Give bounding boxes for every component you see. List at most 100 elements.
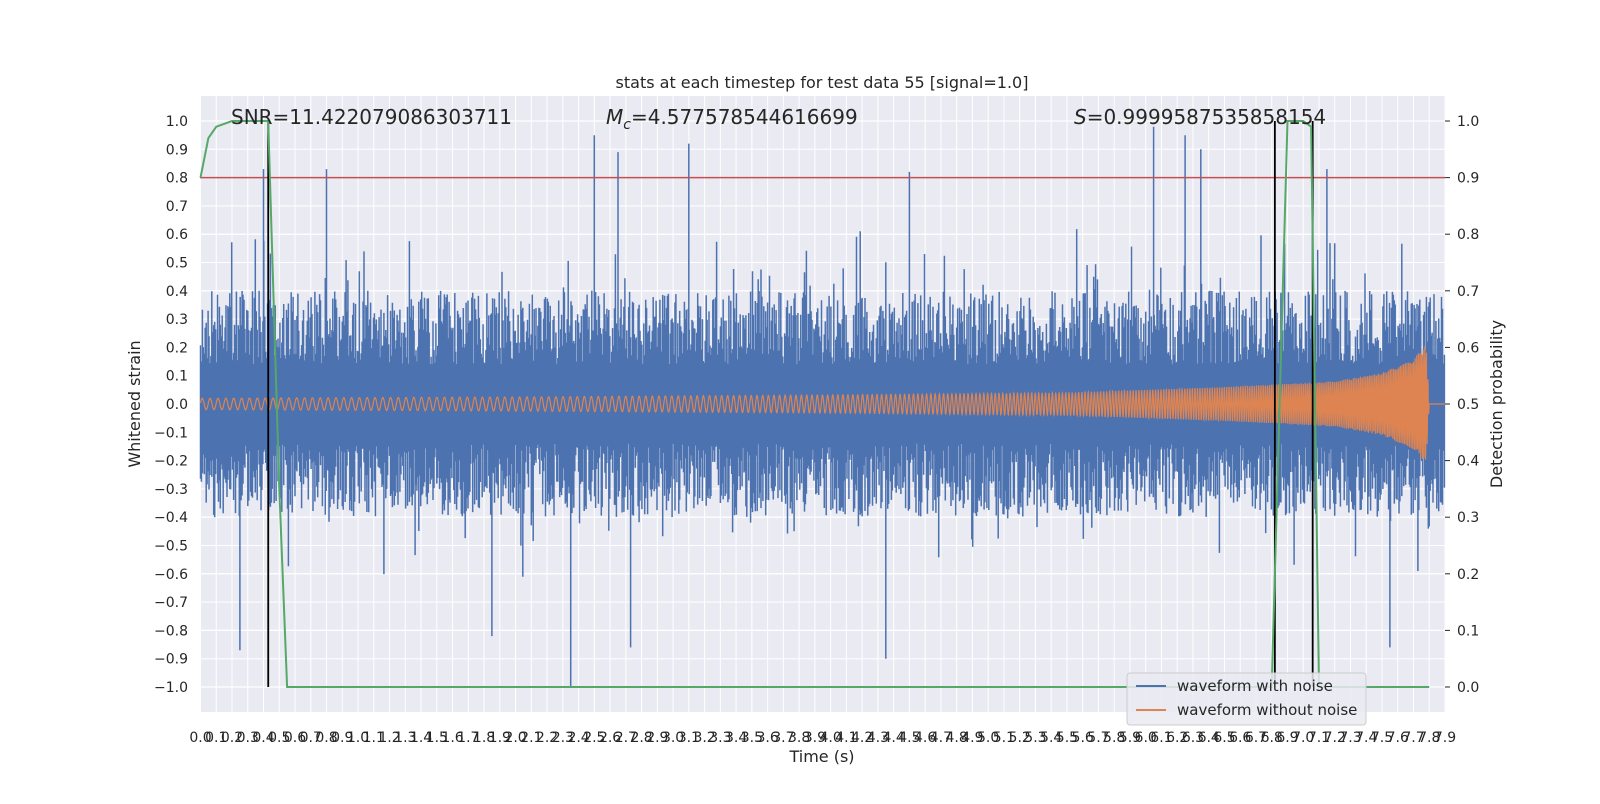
y-tick-label: −0.8 [154, 623, 188, 639]
chirp-mass-subscript: c [623, 117, 631, 133]
y-right-tick-label: 0.8 [1457, 227, 1479, 243]
x-tick-label: 1.5 [426, 730, 448, 746]
x-tick-label: 6.5 [1213, 730, 1235, 746]
y-tick-label: 0.9 [166, 142, 188, 158]
detection-probability-series [199, 120, 1430, 688]
series-group [199, 126, 1446, 687]
legend-box [1126, 672, 1367, 726]
x-tick-label: 6.6 [1229, 730, 1251, 746]
x-tick-label: 1.1 [363, 730, 385, 746]
x-tick-label: 7.2 [1324, 730, 1346, 746]
x-tick-label: 3.3 [709, 730, 731, 746]
y-tick-label: −0.9 [154, 652, 188, 668]
x-tick-label: 3.1 [678, 730, 700, 746]
chart-title: stats at each timestep for test data 55 … [616, 73, 1029, 92]
x-tick-label: 0.5 [268, 730, 290, 746]
x-tick-label: 6.0 [1135, 730, 1157, 746]
x-tick-label: 5.2 [1009, 730, 1031, 746]
x-tick-label: 5.4 [1040, 730, 1062, 746]
x-tick-label: 3.2 [693, 730, 715, 746]
x-tick-label: 5.0 [977, 730, 999, 746]
y-right-tick-label: 0.1 [1457, 623, 1479, 639]
legend-label-clean: waveform without noise [1177, 701, 1357, 719]
y-right-tick-label: 0.2 [1457, 567, 1479, 583]
y-tick-label: −0.7 [154, 595, 188, 611]
x-tick-label: 5.3 [1024, 730, 1046, 746]
x-tick-label: 2.0 [504, 730, 526, 746]
x-tick-label: 1.4 [410, 730, 432, 746]
x-tick-label: 6.1 [1150, 730, 1172, 746]
y-right-tick-label: 0.3 [1457, 510, 1479, 526]
x-tick-label: 1.9 [489, 730, 511, 746]
snr-annotation: SNR=11.422079086303711 [231, 105, 512, 129]
x-tick-label: 7.0 [1292, 730, 1314, 746]
y-tick-label: −0.4 [154, 510, 188, 526]
y-right-tick-label: 0.0 [1457, 680, 1479, 696]
x-tick-label: 2.7 [615, 730, 637, 746]
x-tick-label: 7.6 [1387, 730, 1409, 746]
y-tick-label: −1.0 [154, 680, 188, 696]
x-tick-label: 7.4 [1355, 730, 1377, 746]
x-tick-label: 2.3 [552, 730, 574, 746]
x-tick-label: 2.4 [567, 730, 589, 746]
x-tick-label: 6.4 [1198, 730, 1220, 746]
y-tick-label: 0.2 [166, 340, 188, 356]
score-value: =0.9999587535858154 [1087, 105, 1326, 129]
x-tick-label: 4.5 [898, 730, 920, 746]
y-right-tick-label: 0.5 [1457, 397, 1479, 413]
x-tick-label: 4.9 [961, 730, 983, 746]
chirp-mass-symbol: M [606, 105, 623, 129]
y-tick-label: 0.6 [166, 227, 188, 243]
x-tick-label: 6.9 [1276, 730, 1298, 746]
x-tick-label: 1.0 [347, 730, 369, 746]
y-tick-label: 1.0 [166, 114, 188, 130]
y-tick-label: 0.1 [166, 369, 188, 385]
y-tick-label: 0.5 [166, 256, 188, 272]
x-tick-label: 0.4 [252, 730, 274, 746]
x-axis-label: Time (s) [788, 747, 854, 766]
score-symbol: S [1074, 105, 1087, 129]
x-tick-label: 3.5 [741, 730, 763, 746]
x-tick-label: 2.8 [630, 730, 652, 746]
marks-group [199, 120, 1445, 688]
x-tick-label: 7.8 [1418, 730, 1440, 746]
y-tick-label: 0.3 [166, 312, 188, 328]
x-tick-label: 4.4 [883, 730, 905, 746]
x-tick-label: 1.7 [457, 730, 479, 746]
x-tick-label: 3.7 [772, 730, 794, 746]
x-tick-label: 4.7 [930, 730, 952, 746]
chirp-mass-annotation: Mc=4.577578544616699 [606, 105, 858, 133]
y-tick-label: 0.0 [166, 397, 188, 413]
y-tick-label: −0.1 [154, 425, 188, 441]
x-tick-label: 3.9 [804, 730, 826, 746]
x-tick-label: 6.7 [1245, 730, 1267, 746]
y-tick-label: 0.8 [166, 171, 188, 187]
x-tick-label: 5.9 [1119, 730, 1141, 746]
y-right-tick-label: 0.7 [1457, 284, 1479, 300]
x-tick-label: 0.3 [237, 730, 259, 746]
x-tick-label: 2.6 [599, 730, 621, 746]
x-tick-label: 4.6 [914, 730, 936, 746]
x-tick-label: 7.7 [1402, 730, 1424, 746]
x-tick-label: 6.2 [1166, 730, 1188, 746]
x-tick-label: 0.1 [205, 730, 227, 746]
x-tick-label: 3.4 [725, 730, 747, 746]
y-tick-label: −0.3 [154, 482, 188, 498]
x-tick-label: 6.8 [1261, 730, 1283, 746]
x-tick-label: 4.0 [819, 730, 841, 746]
x-tick-label: 4.1 [835, 730, 857, 746]
score-annotation: S=0.9999587535858154 [1074, 105, 1326, 129]
legend-label-noise: waveform with noise [1177, 677, 1333, 695]
x-tick-label: 7.1 [1308, 730, 1330, 746]
x-tick-label: 1.8 [473, 730, 495, 746]
x-tick-label: 2.1 [520, 730, 542, 746]
x-tick-label: 7.9 [1434, 730, 1456, 746]
x-tick-label: 5.1 [993, 730, 1015, 746]
x-tick-label: 5.8 [1103, 730, 1125, 746]
x-tick-label: 3.8 [788, 730, 810, 746]
y-right-tick-label: 1.0 [1457, 114, 1479, 130]
x-tick-label: 0.8 [315, 730, 337, 746]
y-right-tick-label: 0.6 [1457, 340, 1479, 356]
x-tick-label: 5.5 [1056, 730, 1078, 746]
